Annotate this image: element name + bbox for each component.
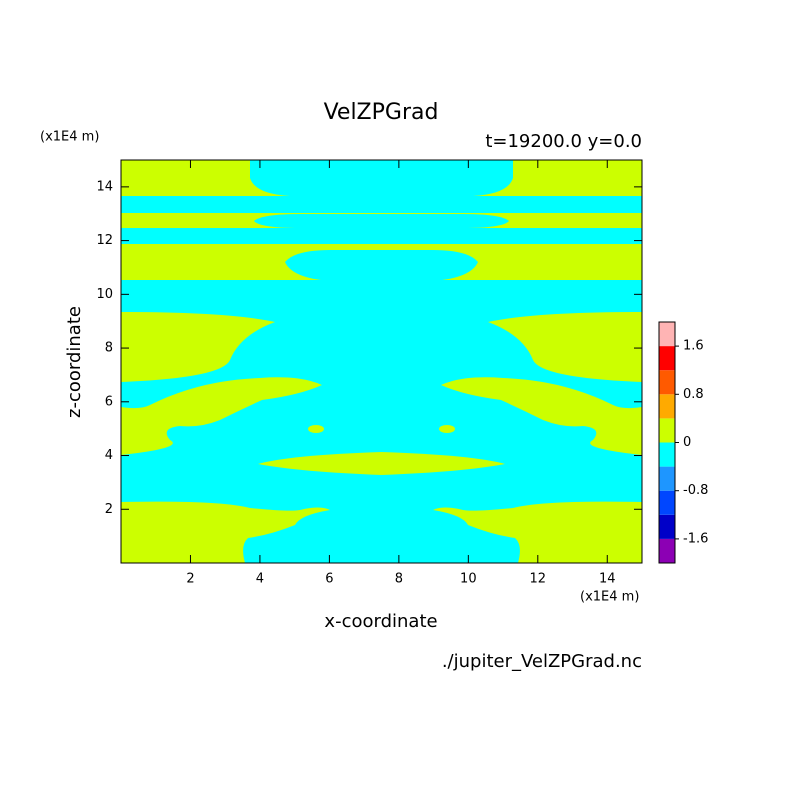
colorbar-tick-label: 1.6 — [683, 339, 704, 354]
x-tick-label: 14 — [599, 572, 616, 587]
colorbar-tick-label: 0.8 — [683, 387, 704, 402]
x-tick-label: 8 — [395, 572, 403, 587]
contour-region — [308, 425, 324, 433]
y-tick-label: 6 — [105, 394, 113, 409]
colorbar-band — [659, 466, 675, 491]
colorbar-band — [659, 442, 675, 467]
colorbar-tick-label: -1.6 — [683, 531, 708, 546]
contour-region — [121, 312, 275, 382]
y-axis-label: z-coordinate — [64, 306, 85, 418]
contour-region — [121, 377, 322, 455]
y-tick-label: 4 — [105, 448, 113, 463]
contour-region — [121, 501, 330, 563]
y-tick-label: 14 — [96, 179, 113, 194]
contour-half — [121, 160, 383, 563]
y-tick-label: 12 — [96, 233, 113, 248]
x-axis-label: x-coordinate — [324, 611, 437, 632]
y-units: (x1E4 m) — [40, 130, 99, 145]
colorbar-band — [659, 418, 675, 443]
colorbar-band — [659, 370, 675, 395]
colorbar-band — [659, 490, 675, 515]
chart-title: VelZPGrad — [324, 100, 439, 125]
colorbar-tick-label: -0.8 — [683, 483, 708, 498]
colorbar-band — [659, 346, 675, 371]
colorbar-band — [659, 514, 675, 539]
contour-region — [254, 214, 383, 228]
y-tick-label: 10 — [96, 287, 113, 302]
contour-region — [250, 160, 383, 196]
x-units: (x1E4 m) — [580, 590, 639, 605]
contour-region — [121, 196, 383, 213]
plot-frame — [120, 159, 643, 564]
contour-region — [258, 452, 383, 475]
x-tick-label: 6 — [325, 572, 333, 587]
source-label: ./jupiter_VelZPGrad.nc — [442, 651, 642, 672]
colorbar-tick-label: 0 — [683, 435, 691, 450]
y-tick-label: 2 — [105, 502, 113, 517]
x-tick-label: 2 — [186, 572, 194, 587]
y-tick-label: 8 — [105, 341, 113, 356]
contour-field — [121, 160, 642, 563]
colorbar-band — [659, 322, 675, 347]
contour-region — [285, 250, 383, 281]
subtitle: t=19200.0 y=0.0 — [485, 131, 642, 152]
x-tick-label: 4 — [256, 572, 264, 587]
x-tick-label: 10 — [460, 572, 477, 587]
colorbar-band — [659, 394, 675, 419]
contour-region — [121, 228, 383, 244]
x-tick-label: 12 — [530, 572, 547, 587]
colorbar-band — [659, 538, 675, 563]
